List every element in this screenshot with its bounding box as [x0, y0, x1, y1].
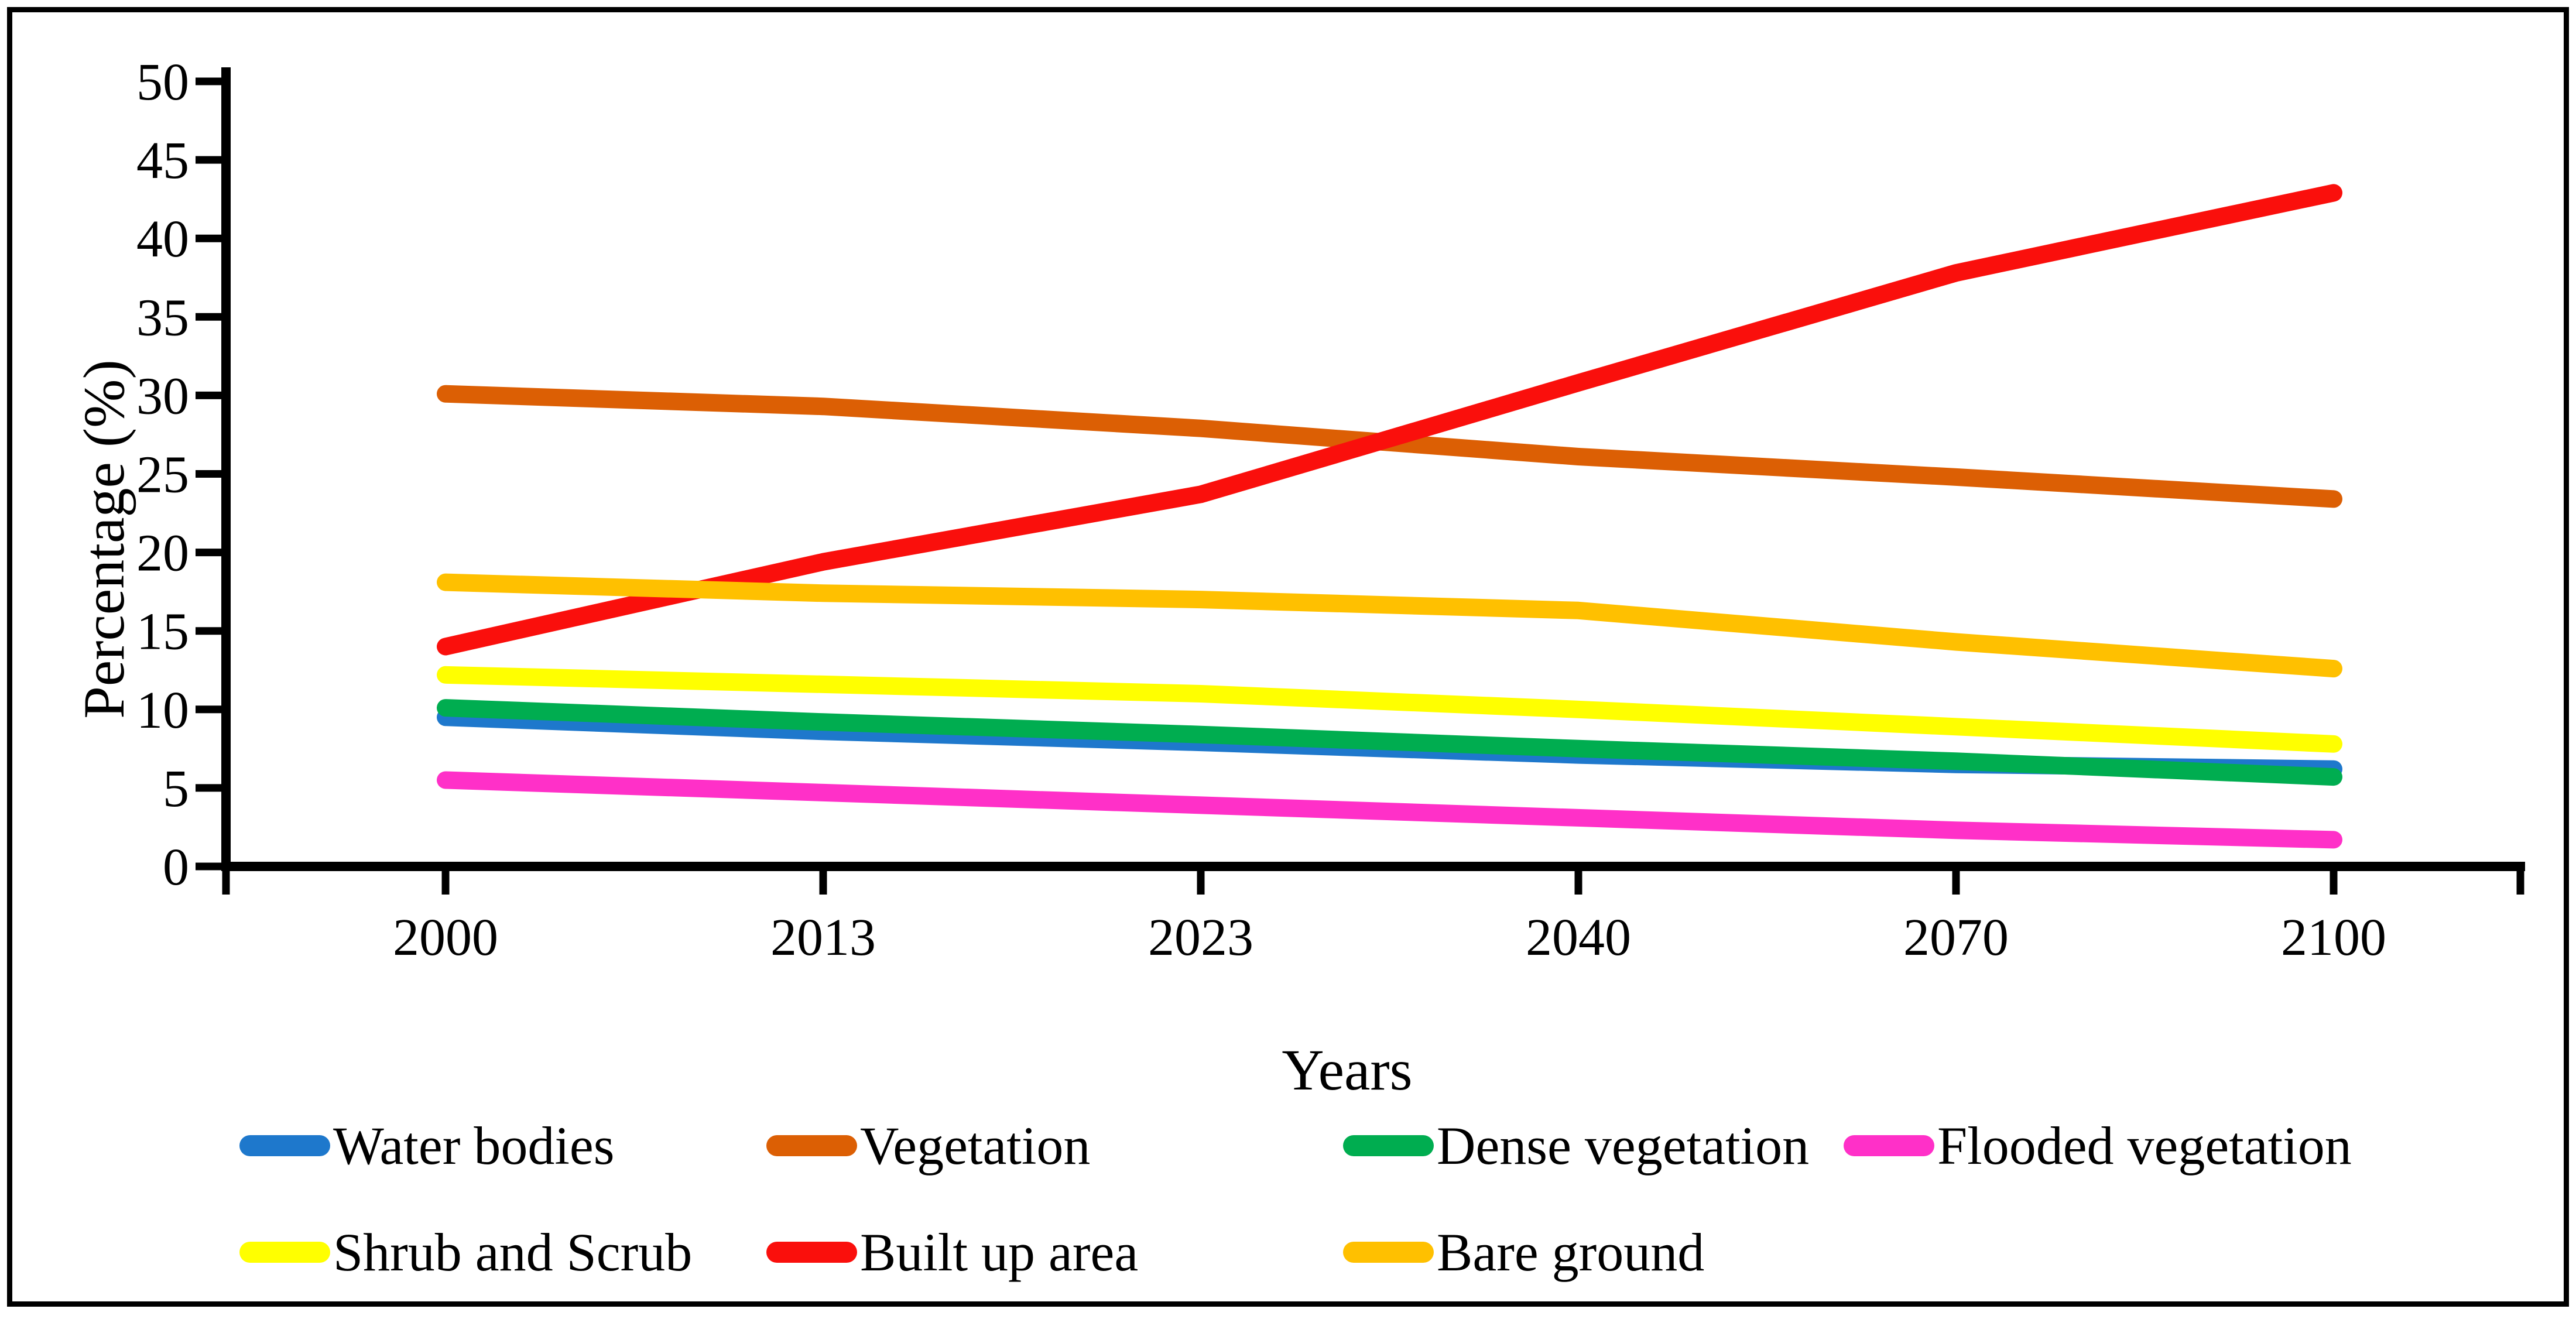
series-line-dense-vegetation	[437, 699, 2342, 786]
legend-swatch	[1844, 1135, 1934, 1156]
y-tick-label: 40	[136, 210, 189, 268]
y-tick-label: 35	[136, 289, 189, 347]
x-tick-label: 2070	[1903, 909, 2009, 967]
series-line-shrub-and-scrub	[437, 666, 2342, 753]
legend-label: Vegetation	[860, 1116, 1091, 1176]
legend-label: Water bodies	[333, 1116, 615, 1176]
legend-swatch	[239, 1242, 330, 1263]
legend-label: Shrub and Scrub	[333, 1222, 693, 1282]
legend-item-built-up-area: Built up area	[766, 1225, 1138, 1279]
y-tick-label: 50	[136, 53, 189, 111]
legend-item-water-bodies: Water bodies	[239, 1119, 615, 1173]
x-tick-label: 2100	[2281, 909, 2386, 967]
legend-item-dense-vegetation: Dense vegetation	[1343, 1119, 1809, 1173]
legend-swatch	[766, 1135, 857, 1156]
series-line-built-up-area	[437, 184, 2342, 656]
y-tick-label: 0	[163, 838, 189, 896]
legend-swatch	[1343, 1135, 1434, 1156]
y-axis-title: Percentage (%)	[71, 359, 136, 719]
legend-item-shrub-and-scrub: Shrub and Scrub	[239, 1225, 692, 1279]
legend-label: Flooded vegetation	[1937, 1116, 2352, 1176]
x-axis-title: Years	[1282, 1037, 1412, 1102]
series-line-bare-ground	[437, 573, 2342, 678]
legend-item-flooded-vegetation: Flooded vegetation	[1844, 1119, 2352, 1173]
y-tick-label: 30	[136, 367, 189, 425]
legend-item-bare-ground: Bare ground	[1343, 1225, 1704, 1279]
y-tick-label: 45	[136, 132, 189, 190]
y-tick-label: 20	[136, 525, 189, 583]
legend-swatch	[239, 1135, 330, 1156]
series-line-flooded-vegetation	[437, 771, 2342, 849]
y-tick-label: 5	[163, 760, 189, 818]
x-tick-label: 2000	[393, 909, 498, 967]
legend-swatch	[766, 1242, 857, 1263]
line-chart: 0 5 10 15 20 25 30 35 40 45 50 2000 2013 2023 2040 2070…	[71, 53, 2525, 1102]
y-tick-label: 25	[136, 446, 189, 504]
legend-item-vegetation: Vegetation	[766, 1119, 1090, 1173]
y-tick-label: 15	[136, 603, 189, 661]
figure-frame: 0 5 10 15 20 25 30 35 40 45 50 2000 2013 2023 2040 2070…	[7, 7, 2569, 1307]
legend-label: Bare ground	[1437, 1222, 1705, 1282]
series-layer	[437, 184, 2342, 849]
y-tick-label: 10	[136, 681, 189, 739]
legend-label: Dense vegetation	[1437, 1116, 1810, 1176]
axes-layer: 0 5 10 15 20 25 30 35 40 45 50 2000 2013 2023 2040 2070…	[136, 53, 2525, 967]
x-tick-label: 2013	[770, 909, 876, 967]
x-tick-label: 2023	[1148, 909, 1253, 967]
x-tick-label: 2040	[1526, 909, 1631, 967]
legend-swatch	[1343, 1242, 1434, 1263]
legend-label: Built up area	[860, 1222, 1139, 1282]
